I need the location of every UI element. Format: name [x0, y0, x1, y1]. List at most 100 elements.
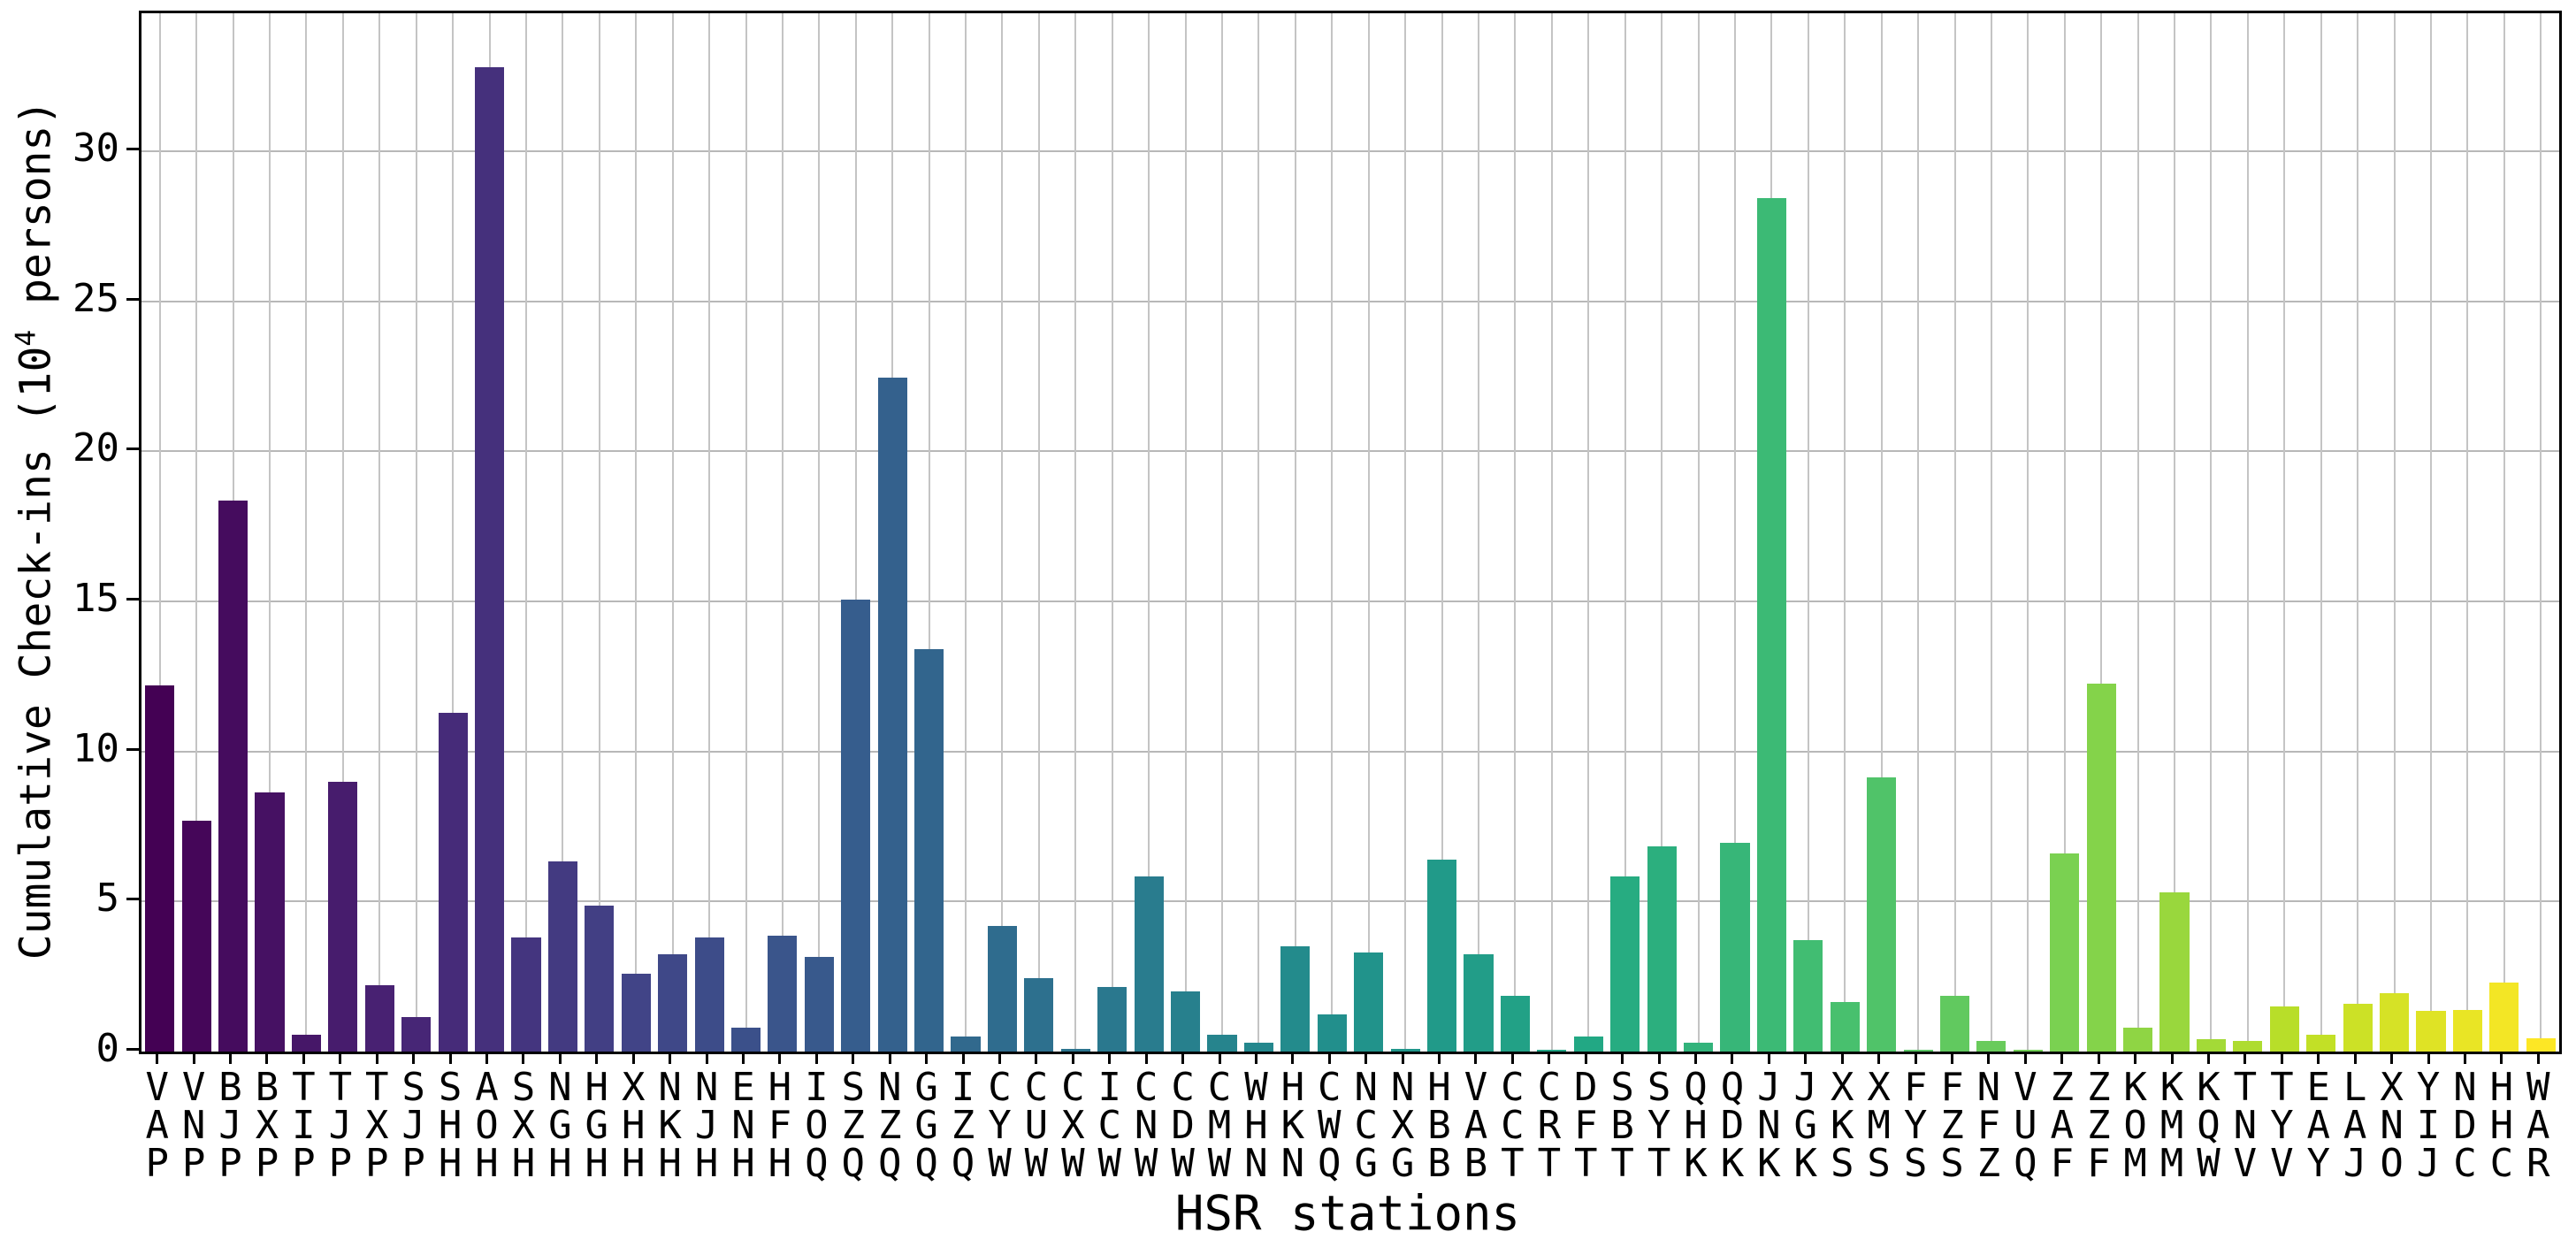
bar-SXH [511, 937, 541, 1052]
x-tick-label-VUQ: V U Q [2014, 1065, 2037, 1187]
x-gridline-GGQ [928, 13, 930, 1052]
x-tick-mark-NXG [1401, 1052, 1404, 1064]
x-tick-label-NGH: N G H [548, 1065, 572, 1187]
x-gridline-NXG [1404, 13, 1407, 1052]
x-tick-mark-KMM [2170, 1052, 2174, 1064]
x-gridline-SHH [452, 13, 455, 1052]
x-tick-label-CUW: C U W [1024, 1065, 1049, 1187]
bar-XHH [621, 973, 651, 1052]
x-tick-label-SBT: S B T [1610, 1065, 1634, 1187]
bar-TXP [364, 985, 394, 1052]
bar-VUQ [2013, 1050, 2043, 1052]
x-tick-mark-XKS [1840, 1052, 1844, 1064]
x-tick-label-QDK: Q D K [1720, 1065, 1745, 1187]
x-tick-mark-FYS [1914, 1052, 1917, 1064]
bar-CYW [987, 925, 1018, 1052]
x-gridline-ENH [745, 13, 747, 1052]
bar-HBB [1426, 859, 1457, 1052]
x-gridline-XNO [2393, 13, 2396, 1052]
x-gridline-VNP [195, 13, 198, 1052]
x-tick-label-DFT: D F T [1574, 1065, 1598, 1187]
x-tick-label-SYT: S Y T [1647, 1065, 1671, 1187]
y-gridline-30 [141, 150, 2559, 153]
x-tick-mark-CCT [1510, 1052, 1514, 1064]
x-tick-mark-SZQ [852, 1052, 855, 1064]
x-gridline-FYS [1917, 13, 1920, 1052]
x-gridline-CWQ [1331, 13, 1334, 1052]
x-tick-label-XNO: X N O [2380, 1065, 2404, 1187]
bar-NCG [1354, 952, 1384, 1052]
x-tick-label-GGQ: G G Q [914, 1065, 938, 1187]
x-tick-label-ICW: I C W [1097, 1065, 1121, 1187]
x-tick-mark-YIJ [2427, 1052, 2430, 1064]
x-tick-label-XKS: X K S [1830, 1065, 1854, 1187]
x-tick-label-AOH: A O H [475, 1065, 499, 1187]
x-tick-mark-BJP [229, 1052, 233, 1064]
x-tick-label-NZQ: N Z Q [877, 1065, 902, 1187]
x-gridline-VUQ [2027, 13, 2029, 1052]
x-gridline-NFZ [1990, 13, 1992, 1052]
x-tick-label-KQW: K Q W [2197, 1065, 2221, 1187]
bar-ICW [1097, 987, 1127, 1052]
x-gridline-SZQ [854, 13, 857, 1052]
y-tick-label-5: 5 [96, 876, 120, 922]
x-gridline-HBB [1441, 13, 1443, 1052]
x-tick-label-CDW: C D W [1171, 1065, 1195, 1187]
y-gridline-20 [141, 450, 2559, 453]
x-tick-label-BJP: B J P [218, 1065, 242, 1187]
x-tick-mark-WAR [2536, 1052, 2540, 1064]
y-gridline-15 [141, 601, 2559, 603]
bar-BJP [218, 501, 248, 1052]
x-tick-mark-AOH [485, 1052, 489, 1064]
x-tick-mark-QHK [1694, 1052, 1698, 1064]
x-gridline-FZS [1953, 13, 1956, 1052]
bar-EAY [2306, 1035, 2336, 1052]
x-tick-label-SXH: S X H [511, 1065, 536, 1187]
x-gridline-ZAF [2063, 13, 2066, 1052]
bar-VAB [1464, 953, 1494, 1052]
x-tick-mark-ZAF [2060, 1052, 2064, 1064]
x-gridline-XKS [1844, 13, 1846, 1052]
bar-TYV [2269, 1006, 2299, 1052]
x-gridline-CDW [1184, 13, 1187, 1052]
x-tick-label-FZS: F Z S [1940, 1065, 1964, 1187]
x-gridline-KMM [2174, 13, 2176, 1052]
x-tick-mark-KOM [2134, 1052, 2137, 1064]
x-gridline-JGK [1807, 13, 1809, 1052]
x-tick-mark-QDK [1731, 1052, 1734, 1064]
bar-KMM [2159, 892, 2190, 1052]
bar-NGH [547, 861, 577, 1052]
y-tick-label-0: 0 [96, 1026, 120, 1071]
x-gridline-CXW [1074, 13, 1077, 1052]
x-gridline-VAB [1477, 13, 1479, 1052]
y-tick-mark-5 [126, 898, 139, 901]
plot-area [139, 11, 2562, 1054]
bar-CUW [1024, 977, 1054, 1052]
x-tick-label-CNW: C N W [1134, 1065, 1158, 1187]
x-tick-label-VAB: V A B [1464, 1065, 1488, 1187]
x-gridline-ZZF [2100, 13, 2103, 1052]
x-gridline-KQW [2210, 13, 2213, 1052]
y-tick-label-25: 25 [73, 275, 119, 321]
bar-NDC [2452, 1009, 2482, 1052]
bar-CDW [1171, 991, 1201, 1052]
bar-TJP [328, 781, 358, 1052]
bar-SJP [401, 1016, 432, 1052]
x-tick-label-WHN: W H N [1244, 1065, 1268, 1187]
bar-KQW [2196, 1039, 2227, 1052]
y-axis-title-superscript: 4 [10, 329, 42, 347]
x-gridline-XMS [1880, 13, 1883, 1052]
bar-TIP [291, 1035, 321, 1052]
x-tick-label-JGK: J G K [1793, 1065, 1818, 1187]
bar-XNO [2380, 992, 2410, 1052]
x-tick-mark-TJP [339, 1052, 342, 1064]
x-tick-mark-TYV [2280, 1052, 2283, 1064]
x-gridline-ICW [1111, 13, 1113, 1052]
x-tick-mark-IOQ [814, 1052, 818, 1064]
x-tick-label-ZAF: Z A F [2050, 1065, 2075, 1187]
x-gridline-SJP [415, 13, 417, 1052]
x-gridline-LAJ [2357, 13, 2359, 1052]
x-tick-mark-CUW [1035, 1052, 1038, 1064]
x-tick-label-CWQ: C W Q [1318, 1065, 1342, 1187]
bar-FZS [1939, 996, 1970, 1052]
